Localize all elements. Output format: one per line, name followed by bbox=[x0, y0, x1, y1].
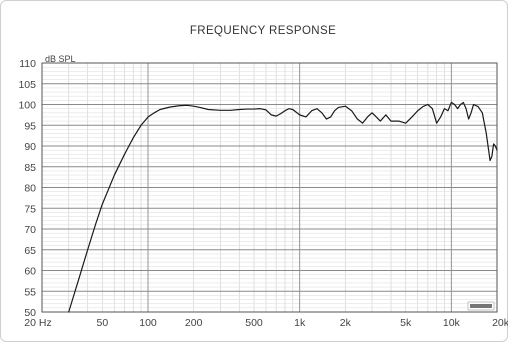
major-grid bbox=[42, 63, 497, 312]
y-tick-label: 70 bbox=[24, 224, 36, 236]
y-tick-label: 110 bbox=[19, 58, 36, 70]
y-tick-label: 65 bbox=[24, 245, 36, 257]
x-tick-label: 50 bbox=[97, 317, 109, 329]
y-tick-labels: 50 55 60 65 70 75 80 85 90 95 100 105 110 bbox=[18, 58, 36, 319]
y-tick-label: 100 bbox=[18, 100, 36, 112]
logo-badge bbox=[467, 301, 495, 311]
y-unit-label: dB SPL bbox=[45, 54, 76, 64]
y-tick-label: 105 bbox=[18, 79, 36, 91]
x-tick-label: 10k bbox=[443, 317, 461, 329]
y-tick-label: 55 bbox=[24, 286, 36, 298]
x-tick-label: 1k bbox=[294, 317, 306, 329]
y-tick-label: 80 bbox=[24, 183, 36, 195]
chart-title: FREQUENCY RESPONSE bbox=[190, 25, 336, 37]
x-tick-label: 20k bbox=[492, 317, 508, 329]
x-tick-label: 200 bbox=[185, 317, 203, 329]
y-tick-label: 95 bbox=[24, 120, 36, 132]
x-tick-label: 5k bbox=[400, 317, 412, 329]
x-tick-label: 2k bbox=[340, 317, 352, 329]
y-tick-label: 60 bbox=[24, 266, 36, 278]
plot-border bbox=[41, 62, 498, 313]
response-curve-line bbox=[68, 101, 498, 313]
x-tick-label: 100 bbox=[139, 317, 157, 329]
x-tick-label: 20 Hz bbox=[24, 317, 51, 329]
y-tick-label: 50 bbox=[24, 307, 36, 319]
x-tick-label: 500 bbox=[245, 317, 263, 329]
x-tick-labels: 20 Hz 50 100 200 500 1k 2k 5k 10k 20k bbox=[24, 317, 508, 329]
y-tick-label: 85 bbox=[24, 162, 36, 174]
y-tick-label: 75 bbox=[24, 203, 36, 215]
response-curve-layer bbox=[68, 101, 498, 313]
y-tick-label: 90 bbox=[24, 141, 36, 153]
